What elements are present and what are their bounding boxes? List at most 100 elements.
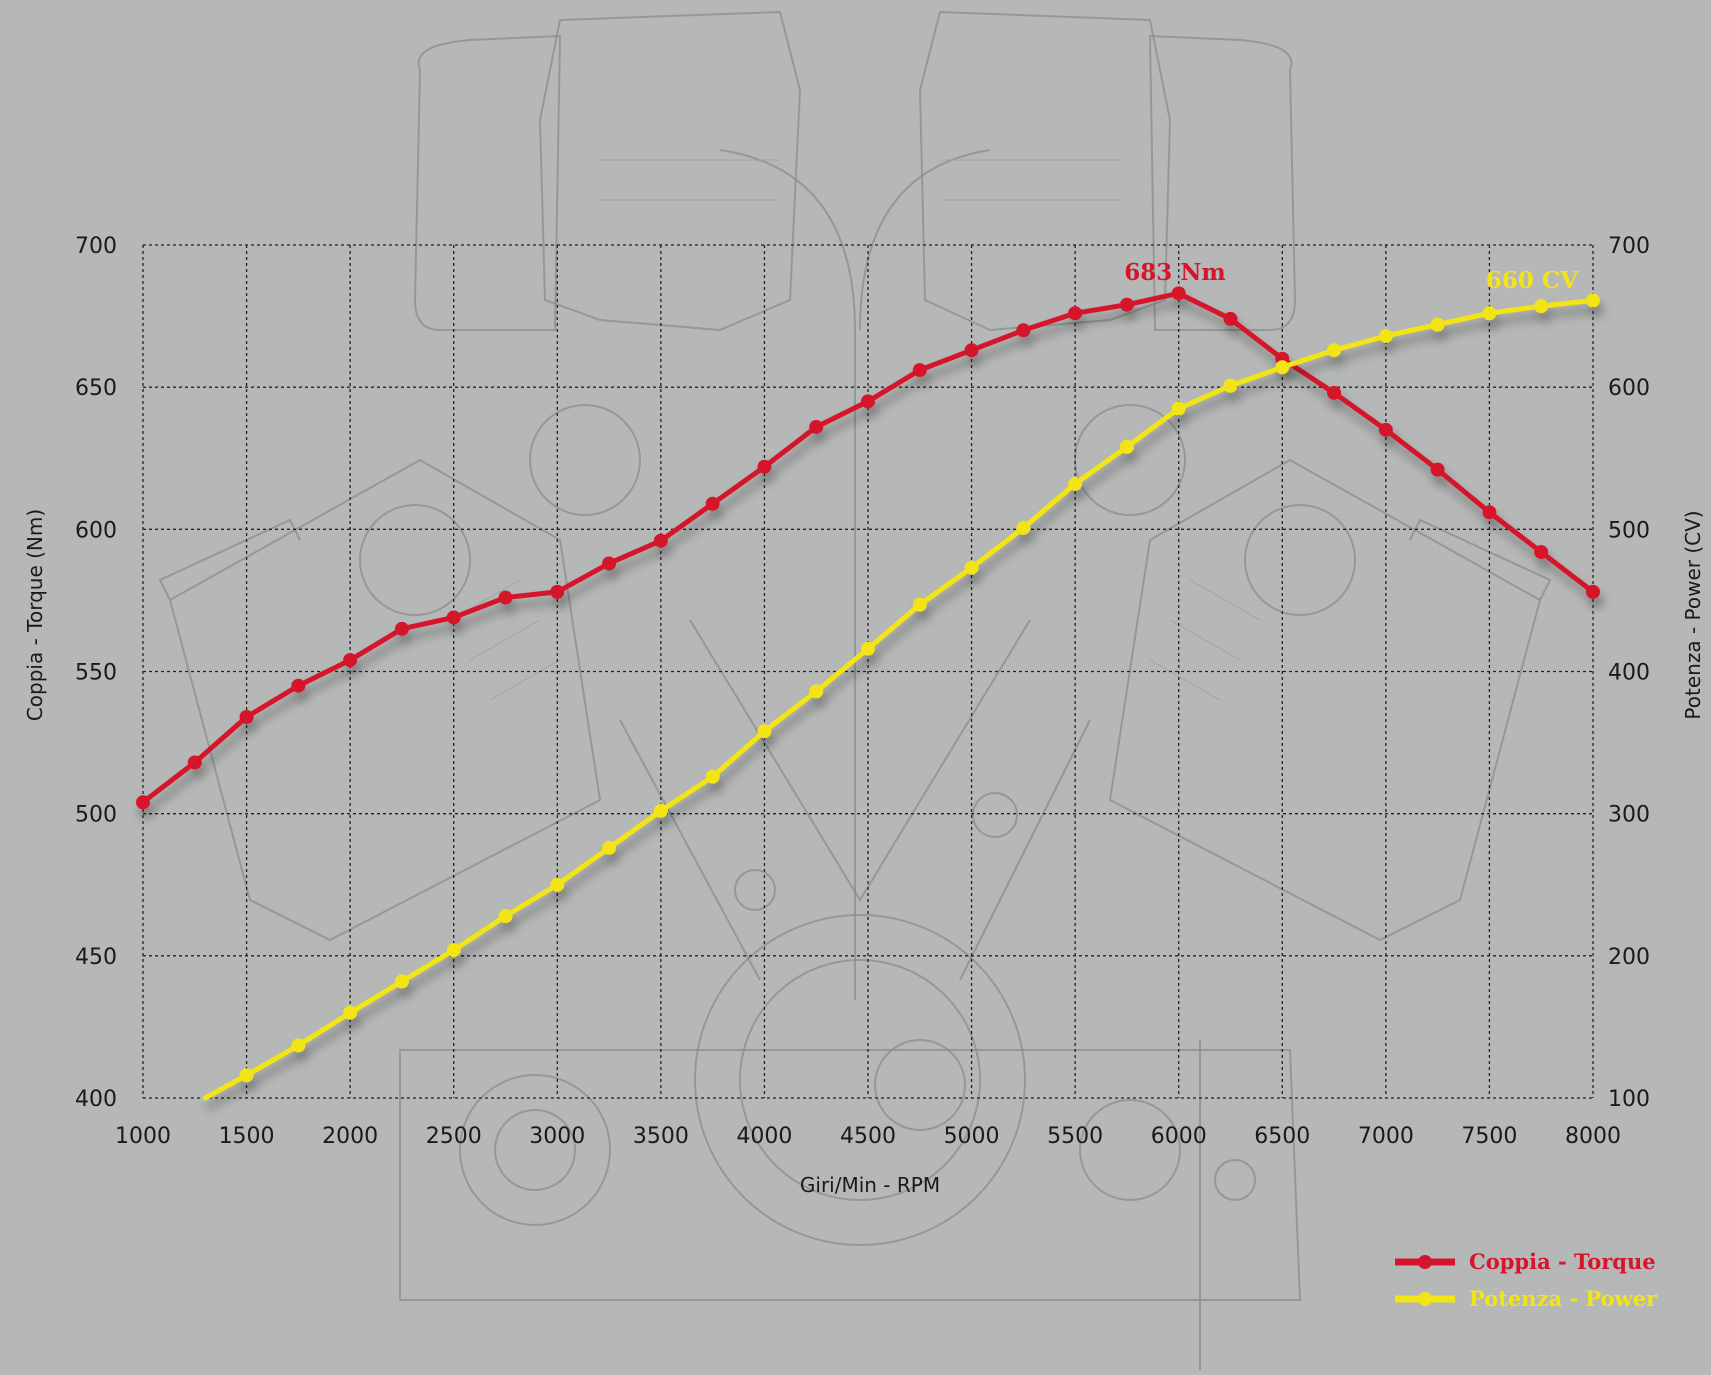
data-point-power [757,724,772,739]
data-point-power [1016,520,1031,535]
data-point-torque [291,678,306,693]
legend-item-torque: Coppia - Torque [1395,1249,1656,1274]
x-tick-label: 2000 [322,1124,378,1149]
series-line-power [202,297,1596,1101]
left-y-tick-label: 600 [75,518,117,543]
data-point-torque [1327,385,1342,400]
data-point-torque [861,394,875,409]
data-point-torque [394,621,409,636]
data-point-power [446,943,461,958]
data-point-power [1430,317,1445,332]
data-point-power [343,1005,358,1020]
x-tick-label: 3500 [633,1124,689,1149]
data-point-torque [136,795,150,810]
x-tick-label: 7000 [1358,1124,1414,1149]
data-point-power [1378,328,1393,343]
data-point-power [291,1038,306,1053]
x-tick-label: 4000 [736,1124,792,1149]
data-point-torque [550,584,565,599]
data-point-power [498,909,513,924]
data-point-power [394,974,409,989]
data-point-torque [1482,505,1497,520]
data-point-power [1119,439,1134,454]
left-y-tick-label: 550 [75,661,117,686]
right-y-tick-label: 600 [1608,376,1650,401]
x-tick-label: 5000 [944,1124,1000,1149]
chart-legend: Coppia - Torque Potenza - Power [1395,1249,1658,1311]
x-tick-label: 1500 [219,1124,275,1149]
data-point-power [602,840,617,855]
left-y-tick-label: 650 [75,376,117,401]
x-tick-label: 5500 [1047,1124,1103,1149]
right-y-tick-label: 100 [1608,1087,1650,1112]
x-tick-label: 6000 [1151,1124,1207,1149]
data-point-power [1534,299,1549,314]
data-point-torque [1171,286,1186,301]
data-point-power [550,877,565,892]
chart-grid [142,244,1594,1099]
data-point-power [1068,476,1083,491]
data-point-torque [1534,545,1549,560]
left-axis-title: Coppia - Torque (Nm) [23,509,47,721]
power-peak-label: 660 CV [1486,267,1579,294]
data-point-torque [239,709,254,724]
data-point-power [239,1068,254,1083]
data-point-torque [498,590,513,605]
legend-label-torque: Coppia - Torque [1469,1249,1656,1274]
data-point-torque [1586,584,1600,599]
data-point-torque [187,755,202,770]
left-y-tick-label: 450 [75,945,117,970]
x-axis-title: Giri/Min - RPM [800,1173,940,1197]
x-tick-label: 8000 [1565,1124,1621,1149]
data-point-torque [1430,462,1445,477]
data-point-power [1171,401,1186,416]
x-tick-label: 3000 [529,1124,585,1149]
right-y-tick-label: 400 [1608,661,1650,686]
data-point-power [964,560,979,575]
data-point-torque [1016,323,1031,338]
data-point-torque [653,533,668,548]
data-point-torque [912,363,927,378]
data-point-torque [1223,311,1238,326]
data-point-torque [964,343,979,358]
data-point-power [705,769,720,784]
data-point-torque [1119,297,1134,312]
x-tick-label: 4500 [840,1124,896,1149]
data-point-power [1223,378,1238,393]
right-y-tick-label: 700 [1608,234,1650,259]
left-y-tick-label: 700 [75,234,117,259]
data-point-torque [446,610,461,625]
data-point-power [1482,306,1497,321]
legend-label-power: Potenza - Power [1469,1286,1658,1311]
left-axis-ticks: 400 450 500 550 600 650 700 [75,234,117,1112]
data-point-power [1327,343,1342,358]
x-axis-ticks: 1000 1500 2000 2500 3000 3500 4000 4500 5000 5500… [115,1124,1621,1149]
legend-item-power: Potenza - Power [1395,1286,1658,1311]
series-torque [136,286,1600,810]
legend-marker-power [1418,1292,1432,1306]
x-tick-label: 1000 [115,1124,171,1149]
legend-marker-torque [1418,1255,1432,1269]
data-point-torque [1068,306,1083,321]
left-y-tick-label: 400 [75,1087,117,1112]
data-point-power [1275,360,1290,375]
data-point-torque [705,496,720,511]
engine-cutaway-illustration [158,10,1552,1370]
right-y-tick-label: 200 [1608,945,1650,970]
data-point-torque [602,556,617,571]
data-point-power [1586,293,1600,308]
x-tick-label: 6500 [1254,1124,1310,1149]
left-y-tick-label: 500 [75,803,117,828]
series-power [202,293,1600,1101]
data-point-torque [809,419,824,434]
x-tick-label: 7500 [1461,1124,1517,1149]
data-point-power [861,641,875,656]
x-tick-label: 2500 [426,1124,482,1149]
data-point-torque [1378,422,1393,437]
right-y-tick-label: 300 [1608,803,1650,828]
torque-peak-label: 683 Nm [1124,259,1225,286]
right-axis-title: Potenza - Power (CV) [1681,510,1705,719]
right-axis-ticks: 100 200 300 400 500 600 700 [1608,234,1650,1112]
right-y-tick-label: 500 [1608,518,1650,543]
